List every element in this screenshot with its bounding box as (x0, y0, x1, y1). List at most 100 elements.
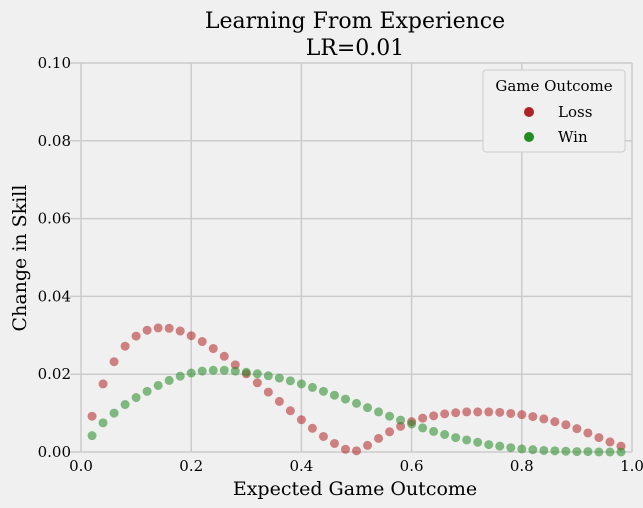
y-axis-label: Change in Skill (9, 185, 31, 332)
data-point-win (418, 423, 428, 433)
x-tick-label: 0.4 (289, 457, 313, 475)
data-point-win (396, 415, 406, 425)
data-point-win (605, 447, 615, 457)
data-point-loss (495, 407, 505, 417)
data-point-win (407, 419, 417, 429)
data-point-loss (285, 406, 295, 416)
x-tick-label: 0.8 (510, 457, 534, 475)
data-point-loss (363, 440, 373, 450)
data-point-loss (473, 407, 483, 417)
data-point-win (484, 440, 494, 450)
data-point-win (164, 375, 174, 385)
chart-title: Learning From Experience (205, 9, 505, 34)
data-point-loss (153, 323, 163, 333)
legend-marker-win (524, 132, 534, 142)
data-point-loss (296, 415, 306, 425)
data-point-win (462, 435, 472, 445)
data-point-loss (561, 420, 571, 430)
data-point-win (186, 368, 196, 378)
legend-box (482, 69, 626, 153)
data-points (87, 323, 626, 457)
data-point-win (307, 382, 317, 392)
data-point-win (131, 393, 141, 403)
data-point-win (561, 446, 571, 456)
data-point-win (252, 369, 262, 379)
data-point-win (363, 403, 373, 413)
data-point-win (98, 418, 108, 428)
data-point-loss (396, 421, 406, 431)
data-point-win (219, 365, 229, 375)
data-point-loss (175, 326, 185, 336)
data-point-win (506, 443, 516, 453)
data-point-loss (340, 444, 350, 454)
data-point-loss (385, 427, 395, 437)
data-point-win (583, 447, 593, 457)
data-point-loss (451, 408, 461, 418)
data-point-loss (329, 438, 339, 448)
data-point-loss (98, 379, 108, 389)
data-point-win (241, 367, 251, 377)
data-point-win (87, 431, 97, 441)
legend-marker-loss (524, 107, 534, 117)
data-point-loss (594, 433, 604, 443)
data-point-loss (87, 411, 97, 421)
legend-title: Game Outcome (495, 77, 612, 95)
data-point-loss (429, 411, 439, 421)
data-point-win (329, 390, 339, 400)
data-point-win (352, 398, 362, 408)
data-point-win (230, 366, 240, 376)
legend: Game Outcome Loss Win (482, 69, 626, 153)
data-point-win (495, 441, 505, 451)
chart-subtitle: LR=0.01 (306, 36, 405, 61)
x-tick-label: 0.6 (400, 457, 424, 475)
data-point-loss (219, 351, 229, 361)
data-point-loss (263, 387, 273, 397)
data-point-win (473, 437, 483, 447)
data-point-win (539, 445, 549, 455)
data-point-win (429, 426, 439, 436)
data-point-loss (605, 437, 615, 447)
data-point-loss (318, 431, 328, 441)
data-point-loss (252, 378, 262, 388)
data-point-loss (528, 412, 538, 422)
data-point-loss (462, 407, 472, 417)
data-point-loss (506, 408, 516, 418)
tick-labels: 0.0 0.2 0.4 0.6 0.8 1.0 0.00 0.02 0.04 0.06 0.08 0.… (38, 54, 643, 475)
data-point-win (142, 386, 152, 396)
data-point-win (451, 433, 461, 443)
data-point-loss (517, 410, 527, 420)
data-point-loss (352, 446, 362, 456)
data-point-win (197, 366, 207, 376)
data-point-loss (208, 344, 218, 354)
data-point-win (208, 365, 218, 375)
x-axis-label: Expected Game Outcome (233, 478, 477, 500)
y-tick-label: 0.02 (38, 365, 71, 383)
x-tick-label: 0.2 (179, 457, 203, 475)
data-point-win (340, 394, 350, 404)
data-point-loss (572, 424, 582, 434)
data-point-loss (131, 331, 141, 341)
data-point-win (274, 373, 284, 383)
data-point-loss (109, 357, 119, 367)
data-point-win (572, 447, 582, 457)
legend-label-win: Win (558, 128, 588, 146)
data-point-loss (230, 360, 240, 370)
data-point-win (517, 444, 527, 454)
data-point-loss (186, 331, 196, 341)
data-point-win (175, 371, 185, 381)
data-point-win (385, 411, 395, 421)
x-tick-label: 0.0 (69, 457, 93, 475)
data-point-win (550, 446, 560, 456)
data-point-win (296, 379, 306, 389)
data-point-loss (539, 414, 549, 424)
data-point-win (616, 447, 626, 457)
data-point-win (263, 371, 273, 381)
data-point-loss (484, 407, 494, 417)
y-tick-label: 0.04 (38, 287, 71, 305)
data-point-loss (197, 337, 207, 347)
data-point-loss (440, 409, 450, 419)
y-tick-label: 0.08 (38, 132, 71, 150)
data-point-win (109, 408, 119, 418)
data-point-loss (583, 428, 593, 438)
